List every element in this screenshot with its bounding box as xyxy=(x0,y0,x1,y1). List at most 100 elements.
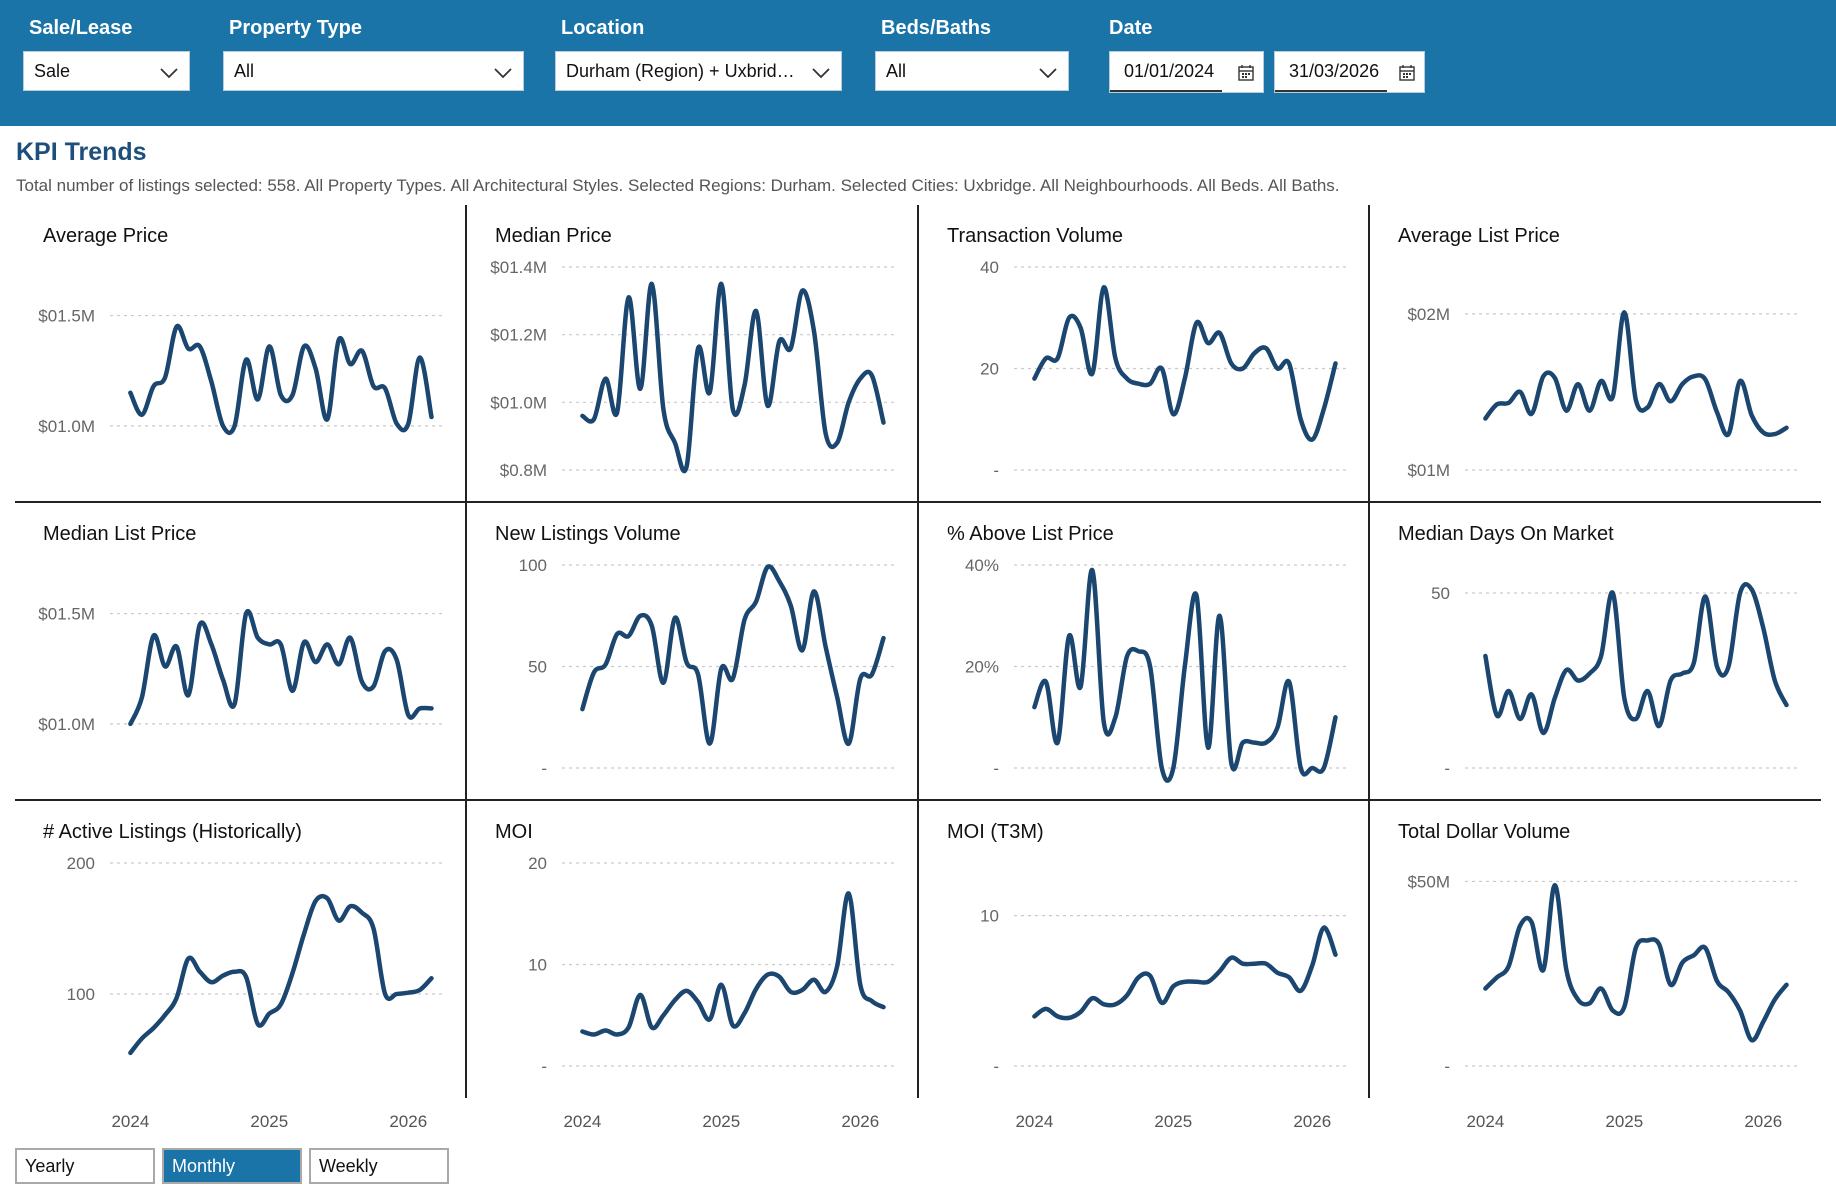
beds-baths-label: Beds/Baths xyxy=(881,17,992,39)
y-tick-label: - xyxy=(541,1057,547,1076)
chart-title: Median Price xyxy=(495,225,612,247)
series-line[interactable] xyxy=(1483,582,1789,736)
monthly-button[interactable]: Monthly xyxy=(162,1148,302,1184)
series-line[interactable] xyxy=(580,281,886,474)
chart-title: New Listings Volume xyxy=(495,523,681,545)
sale-lease-filter: Sale/Lease xyxy=(29,15,132,41)
y-tick-label: $01.4M xyxy=(490,258,547,277)
y-tick-label: 100 xyxy=(519,556,547,575)
series-line[interactable] xyxy=(580,891,886,1037)
beds-baths-filter: Beds/Baths xyxy=(881,15,991,41)
sale-lease-label: Sale/Lease xyxy=(29,17,133,39)
sale-lease-value: Sale xyxy=(34,61,71,81)
y-tick-label: 40% xyxy=(965,556,999,575)
y-tick-label: $01.2M xyxy=(490,326,547,345)
x-tick-label: 2025 xyxy=(702,1112,740,1131)
series-line[interactable] xyxy=(128,608,434,727)
line-chart: $01.0M $01.5M xyxy=(38,307,445,436)
y-tick-label: $01.0M xyxy=(38,417,95,436)
property-type-filter: Property Type xyxy=(229,15,362,41)
end-date-picker xyxy=(1274,51,1425,93)
y-tick-label: $0.8M xyxy=(500,461,547,480)
property-type-label: Property Type xyxy=(229,17,362,39)
location-dropdown[interactable]: Durham (Region) + Uxbridg... xyxy=(555,51,842,91)
line-chart: 100 200 2024 2025 2026 xyxy=(67,854,445,1131)
selection-summary: Total number of listings selected: 558. … xyxy=(16,176,1340,195)
kpi-tile-median-list-price: Median List Price $01.0M $01.5M xyxy=(15,503,466,801)
date-filter: Date xyxy=(1109,15,1152,41)
y-tick-label: 10 xyxy=(528,956,547,975)
chart-title: MOI (T3M) xyxy=(947,821,1044,843)
calendar-icon[interactable] xyxy=(1398,64,1416,82)
y-tick-label: $02M xyxy=(1407,305,1450,324)
series-line[interactable] xyxy=(1483,310,1789,438)
chart-title: Median List Price xyxy=(43,523,197,545)
grid-divider xyxy=(1368,205,1370,1098)
line-chart: - $50M 2024 2025 2026 xyxy=(1407,872,1800,1131)
date-label: Date xyxy=(1109,17,1153,39)
yearly-button[interactable]: Yearly xyxy=(15,1148,155,1184)
x-tick-label: 2024 xyxy=(563,1112,601,1131)
y-tick-label: 20 xyxy=(980,360,999,379)
x-tick-label: 2024 xyxy=(1015,1112,1053,1131)
kpi-tile-median-days-on-market: Median Days On Market - 50 xyxy=(1370,503,1821,801)
line-chart: - 50 xyxy=(1431,582,1800,778)
x-tick-label: 2026 xyxy=(389,1112,427,1131)
location-label: Location xyxy=(561,17,645,39)
grid-divider xyxy=(15,799,1821,801)
x-tick-label: 2024 xyxy=(111,1112,149,1131)
series-line[interactable] xyxy=(1032,567,1338,783)
end-date-input[interactable] xyxy=(1275,52,1387,92)
series-line[interactable] xyxy=(1032,925,1338,1021)
y-tick-label: - xyxy=(1444,1057,1450,1076)
start-date-picker xyxy=(1109,51,1264,93)
y-tick-label: 50 xyxy=(1431,584,1450,603)
chart-title: % Above List Price xyxy=(947,523,1114,545)
sale-lease-dropdown[interactable]: Sale xyxy=(23,51,190,91)
chart-title: Transaction Volume xyxy=(947,225,1124,247)
kpi-tile-active-listings-historically: # Active Listings (Historically) 100 200 20… xyxy=(15,801,466,1131)
y-tick-label: 20% xyxy=(965,658,999,677)
property-type-value: All xyxy=(234,61,255,81)
chevron-down-icon xyxy=(1039,68,1057,79)
y-tick-label: $50M xyxy=(1407,872,1450,891)
series-line[interactable] xyxy=(580,564,886,746)
y-tick-label: 200 xyxy=(67,854,95,873)
y-tick-label: - xyxy=(541,759,547,778)
line-chart: $0.8M $01.0M $01.2M $01.4M xyxy=(490,258,897,480)
line-chart: - 20 40 xyxy=(980,258,1349,480)
x-tick-label: 2026 xyxy=(841,1112,879,1131)
x-tick-label: 2026 xyxy=(1293,1112,1331,1131)
x-tick-label: 2025 xyxy=(1154,1112,1192,1131)
weekly-button[interactable]: Weekly xyxy=(309,1148,449,1184)
y-tick-label: $01.5M xyxy=(38,307,95,326)
series-line[interactable] xyxy=(128,893,434,1056)
y-tick-label: $01.0M xyxy=(490,393,547,412)
property-type-dropdown[interactable]: All xyxy=(223,51,524,91)
y-tick-label: 10 xyxy=(980,907,999,926)
grid-divider xyxy=(15,501,1821,503)
y-tick-label: 100 xyxy=(67,985,95,1004)
beds-baths-value: All xyxy=(886,61,907,81)
kpi-tile-new-listings-volume: New Listings Volume - 50 100 xyxy=(467,503,918,801)
series-line[interactable] xyxy=(128,323,434,436)
chevron-down-icon xyxy=(812,68,830,79)
series-line[interactable] xyxy=(1483,882,1789,1043)
grid-divider xyxy=(465,205,467,1098)
line-chart: $01.0M $01.5M xyxy=(38,605,445,734)
line-chart: - 20% 40% xyxy=(965,556,1349,783)
series-line[interactable] xyxy=(1032,285,1338,442)
filter-bar: Sale/Lease Sale Property Type All Locati… xyxy=(0,0,1836,126)
x-tick-label: 2024 xyxy=(1466,1112,1504,1131)
y-tick-label: - xyxy=(993,461,999,480)
kpi-tile-average-price: Average Price $01.0M $01.5M xyxy=(15,205,466,503)
kpi-tile-total-dollar-volume: Total Dollar Volume - $50M 2024 2025 2026 xyxy=(1370,801,1821,1131)
x-tick-label: 2025 xyxy=(250,1112,288,1131)
x-tick-label: 2025 xyxy=(1605,1112,1643,1131)
y-tick-label: - xyxy=(993,759,999,778)
y-tick-label: - xyxy=(1444,759,1450,778)
beds-baths-dropdown[interactable]: All xyxy=(875,51,1069,91)
start-date-input[interactable] xyxy=(1110,52,1222,92)
calendar-icon[interactable] xyxy=(1237,64,1255,82)
chevron-down-icon xyxy=(160,68,178,79)
